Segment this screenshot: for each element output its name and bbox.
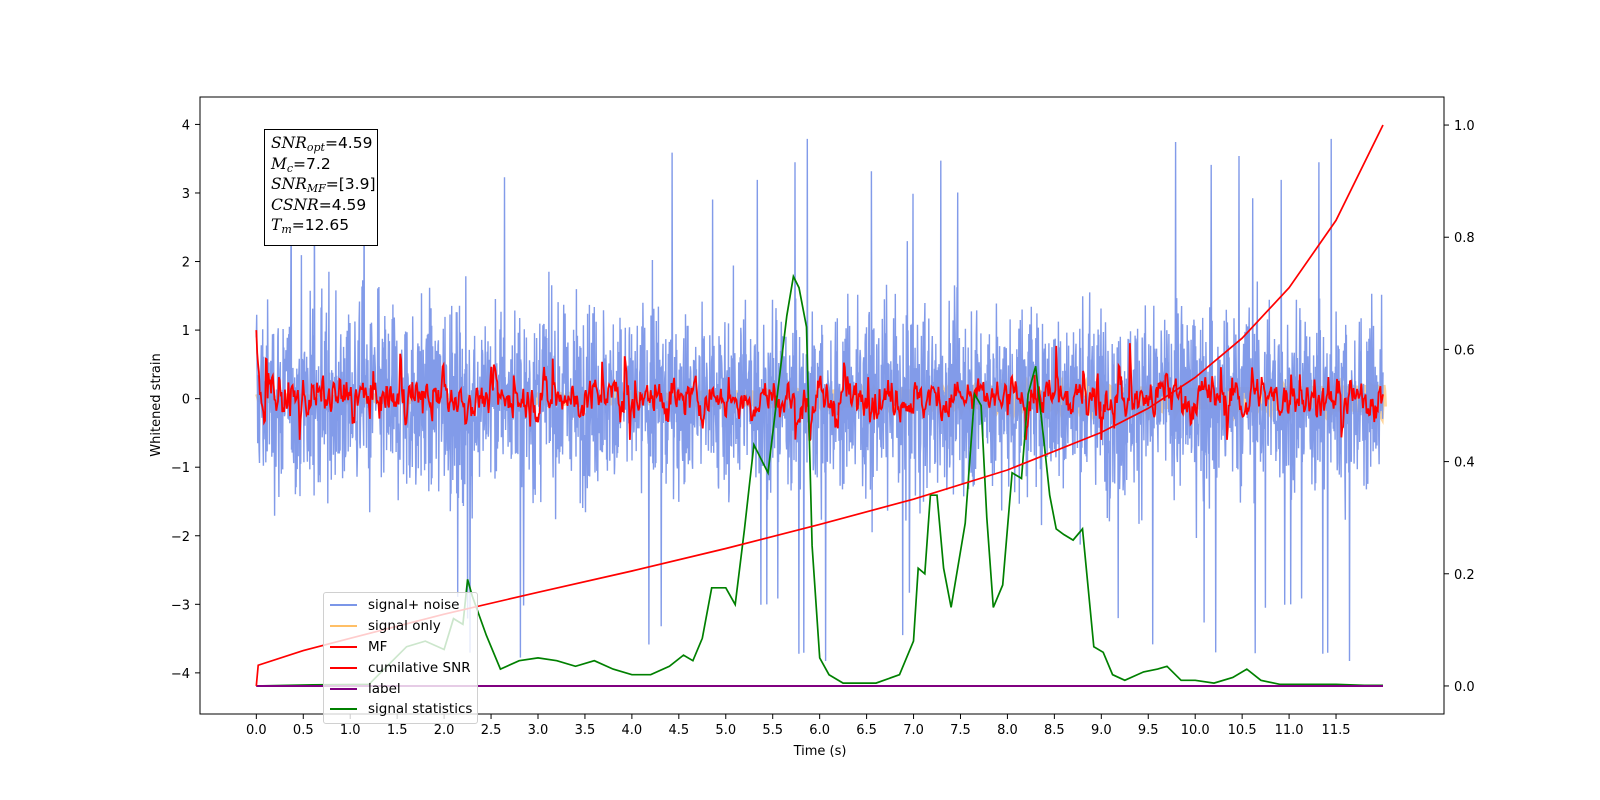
x-tick-label: 0.0 [246,723,267,738]
legend-label: signal statistics [368,701,473,718]
x-tick-label: 1.0 [340,723,361,738]
y-right-tick-label: 0.2 [1454,568,1475,583]
legend-label: signal only [368,618,441,635]
x-tick-label: 5.0 [715,723,736,738]
legend-item-label: label [330,678,477,699]
x-tick-label: 9.0 [1091,723,1112,738]
x-tick-label: 10.5 [1228,723,1257,738]
x-tick-label: 3.5 [575,723,596,738]
tm-annotation: Tm=12.65 [271,216,350,236]
mf-series [255,330,1384,441]
x-tick-label: 7.5 [950,723,971,738]
legend-item-signal-statistics: signal statistics [330,699,477,720]
x-tick-label: 2.5 [481,723,502,738]
legend-label: label [368,680,401,697]
y-right-tick-label: 1.0 [1454,119,1475,134]
x-tick-label: 6.5 [856,723,877,738]
legend-swatch [330,625,357,628]
legend-label: MF [368,638,388,655]
x-tick-label: 11.0 [1275,723,1304,738]
legend-swatch [330,666,357,669]
signal-noise-line [255,138,1384,662]
x-tick-label: 4.5 [668,723,689,738]
x-axis-label: Time (s) [793,744,847,759]
y-left-tick-label: 2 [182,256,190,271]
x-tick-label: 9.5 [1138,723,1159,738]
snr-opt-annotation: SNRopt=4.59 [271,134,373,154]
legend-item-cumulative-snr: cumilative SNR [330,657,477,678]
x-tick-label: 11.5 [1322,723,1351,738]
x-tick-label: 8.0 [997,723,1018,738]
x-tick-label: 0.5 [293,723,314,738]
y-left-tick-label: −4 [171,667,190,682]
x-tick-label: 8.5 [1044,723,1065,738]
y-left-tick-label: −3 [171,598,190,613]
legend-label: signal+ noise [368,597,460,614]
x-tick-label: 3.0 [528,723,549,738]
legend: signal+ noise signal only MF cumilative … [323,592,478,724]
y-left-tick-label: 1 [182,324,190,339]
legend-swatch [330,604,357,607]
legend-swatch [330,687,357,690]
legend-item-signal-only: signal only [330,616,477,637]
y-right-tick-label: 0.4 [1454,456,1475,471]
legend-swatch [330,708,357,711]
plot-frame [199,96,1445,715]
x-tick-label: 5.5 [762,723,783,738]
y-left-tick-label: 4 [182,118,190,133]
x-tick-label: 1.5 [387,723,408,738]
y-left-tick-label: 0 [182,393,190,408]
legend-label: cumilative SNR [368,659,471,676]
legend-item-mf: MF [330,637,477,658]
y-axis-right-ticks: 1.0 0.8 0.6 0.4 0.2 0.0 [1444,119,1475,695]
signal-statistics-line [256,273,1383,687]
x-tick-label: 7.0 [903,723,924,738]
chirp-mass-annotation: Mc=7.2 [271,154,331,175]
x-tick-label: 6.0 [809,723,830,738]
y-left-tick-label: −1 [171,461,190,476]
y-axis-left-ticks: 4 3 2 1 0 −1 −2 −3 −4 [171,118,200,682]
signal-noise-series [255,138,1384,662]
legend-swatch [330,645,357,648]
mf-line [255,330,1384,441]
y-left-tick-label: 3 [182,187,190,202]
y-right-tick-label: 0.8 [1454,231,1475,246]
snr-mf-annotation: SNRMF=[3.9] [271,175,376,195]
x-tick-label: 4.0 [622,723,643,738]
y-right-tick-label: 0.6 [1454,343,1475,358]
y-axis-left-label: Whitened strain [149,353,164,456]
x-axis-ticks: 0.0 0.5 1.0 1.5 2.0 2.5 3.0 3.5 4.0 4.5 5.0 5.5 6.0 6… [246,714,1351,738]
legend-item-signal-noise: signal+ noise [330,595,477,616]
y-left-tick-label: −2 [171,530,190,545]
x-tick-label: 10.0 [1181,723,1210,738]
y-right-tick-label: 0.0 [1454,680,1475,695]
csnr-annotation: CSNR=4.59 [271,195,367,214]
x-tick-label: 2.0 [434,723,455,738]
statistics-annotation-box: SNRopt=4.59 Mc=7.2 SNRMF=[3.9] CSNR=4.59… [264,129,378,246]
